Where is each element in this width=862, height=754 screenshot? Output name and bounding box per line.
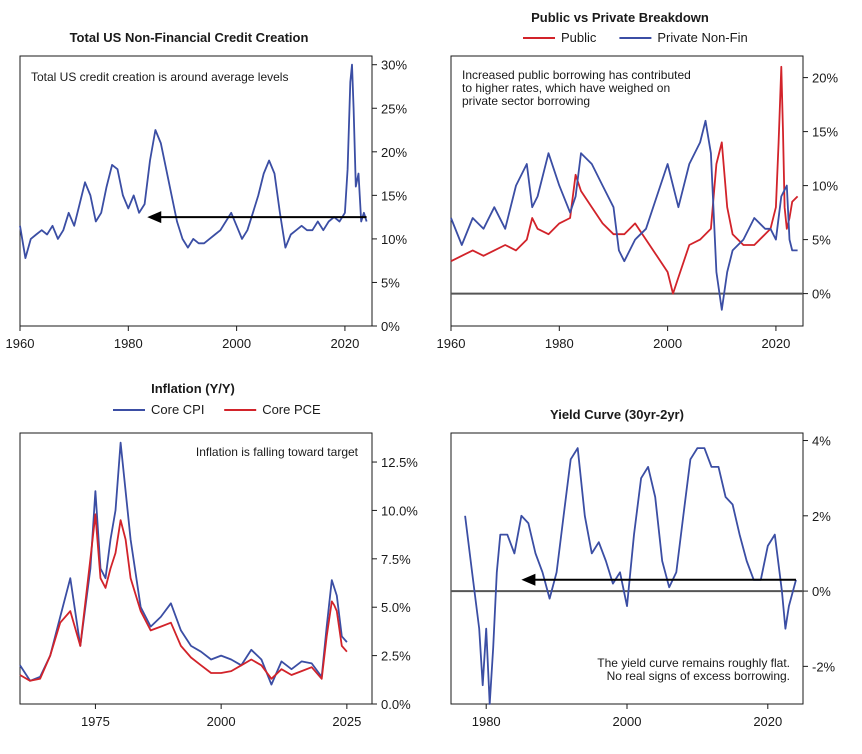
- x-tick-label: 2020: [330, 336, 359, 351]
- annotation-line: Total US credit creation is around avera…: [31, 70, 288, 84]
- y-tick-label: 5%: [812, 233, 831, 248]
- annotation-line: No real signs of excess borrowing.: [607, 669, 790, 683]
- series-line-30yr-2yr: [464, 447, 797, 705]
- x-tick-label: 2000: [207, 714, 236, 729]
- chart-publicprivate: Public vs Private Breakdown Public Private…: [437, 10, 839, 351]
- annotation-line: private sector borrowing: [462, 94, 590, 108]
- x-tick-label: 2025: [332, 714, 361, 729]
- y-tick-label: 10%: [381, 232, 407, 247]
- x-tick-label: 2000: [613, 714, 642, 729]
- plot-frame: [19, 432, 373, 705]
- chart-yieldcurve: Yield Curve (30yr-2yr) 1980 2000 2020 -2% 0% 2…: [450, 407, 836, 729]
- y-tick-label: 12.5%: [381, 455, 418, 470]
- legend-label-1: Core PCE: [262, 402, 321, 417]
- arrow-head: [521, 573, 536, 586]
- y-tick-label: 7.5%: [381, 552, 411, 567]
- x-tick-label: 1960: [6, 336, 35, 351]
- annotation-line: The yield curve remains roughly flat.: [597, 656, 790, 670]
- x-tick-label: 1975: [81, 714, 110, 729]
- x-tick-label: 1980: [472, 714, 501, 729]
- y-tick-label: -2%: [812, 659, 836, 674]
- x-tick-label: 1980: [545, 336, 574, 351]
- y-tick-label: 25%: [381, 101, 407, 116]
- plot-frame: [19, 55, 373, 327]
- series-line-public: [450, 65, 799, 295]
- y-tick-label: 0.0%: [381, 697, 411, 712]
- chart-title: Yield Curve (30yr-2yr): [550, 407, 684, 422]
- y-tick-label: 15%: [381, 188, 407, 203]
- series-line-core-pce: [19, 513, 348, 682]
- legend-label-1: Private Non-Fin: [657, 30, 747, 45]
- annotation-line: to higher rates, which have weighed on: [462, 81, 670, 95]
- annotation-line: Increased public borrowing has contribut…: [462, 68, 691, 82]
- y-tick-label: 0%: [812, 584, 831, 599]
- y-tick-label: 2.5%: [381, 649, 411, 664]
- y-tick-label: 4%: [812, 434, 831, 449]
- y-tick-label: 0%: [381, 319, 400, 334]
- x-tick-label: 1980: [114, 336, 143, 351]
- x-tick-label: 2020: [761, 336, 790, 351]
- legend-label-0: Public: [561, 30, 597, 45]
- x-tick-label: 2000: [222, 336, 251, 351]
- y-tick-label: 2%: [812, 509, 831, 524]
- chart-inflation: Inflation (Y/Y) Core CPI Core PCE 1975 2000 2…: [19, 381, 418, 729]
- y-tick-label: 20%: [812, 71, 838, 86]
- y-tick-label: 30%: [381, 58, 407, 73]
- y-tick-label: 0%: [812, 287, 831, 302]
- x-tick-label: 2020: [753, 714, 782, 729]
- chart-title: Total US Non-Financial Credit Creation: [70, 30, 309, 45]
- chart-title: Public vs Private Breakdown: [531, 10, 709, 25]
- y-tick-label: 5.0%: [381, 600, 411, 615]
- annotation-line: Inflation is falling toward target: [196, 445, 359, 459]
- series-line-private-non-fin: [450, 119, 798, 311]
- y-tick-label: 10%: [812, 179, 838, 194]
- y-tick-label: 5%: [381, 275, 400, 290]
- y-tick-label: 15%: [812, 125, 838, 140]
- series-line-total-credit: [19, 63, 368, 260]
- chart-title: Inflation (Y/Y): [151, 381, 235, 396]
- plot-frame: [450, 55, 804, 327]
- x-tick-label: 1960: [437, 336, 466, 351]
- x-tick-label: 2000: [653, 336, 682, 351]
- arrow-head: [147, 211, 162, 224]
- legend-label-0: Core CPI: [151, 402, 204, 417]
- chart-credit: Total US Non-Financial Credit Creation 19…: [6, 30, 408, 351]
- y-tick-label: 20%: [381, 145, 407, 160]
- y-tick-label: 10.0%: [381, 503, 418, 518]
